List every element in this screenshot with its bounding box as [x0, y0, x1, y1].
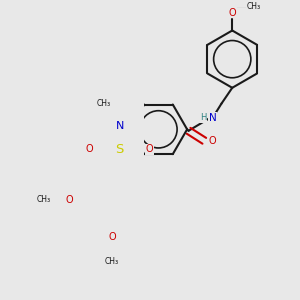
Text: CH₃: CH₃ — [105, 257, 119, 266]
Text: O: O — [85, 144, 93, 154]
Text: S: S — [115, 143, 123, 156]
Text: O: O — [228, 8, 236, 18]
Text: H: H — [200, 113, 206, 122]
Text: CH₃: CH₃ — [247, 2, 261, 11]
Text: O: O — [108, 232, 116, 242]
Text: CH₃: CH₃ — [37, 195, 51, 204]
Text: CH₃: CH₃ — [96, 99, 110, 108]
Text: N: N — [209, 113, 217, 123]
Text: O: O — [65, 194, 73, 205]
Text: O: O — [208, 136, 216, 146]
Text: O: O — [146, 144, 153, 154]
Text: N: N — [116, 122, 124, 131]
